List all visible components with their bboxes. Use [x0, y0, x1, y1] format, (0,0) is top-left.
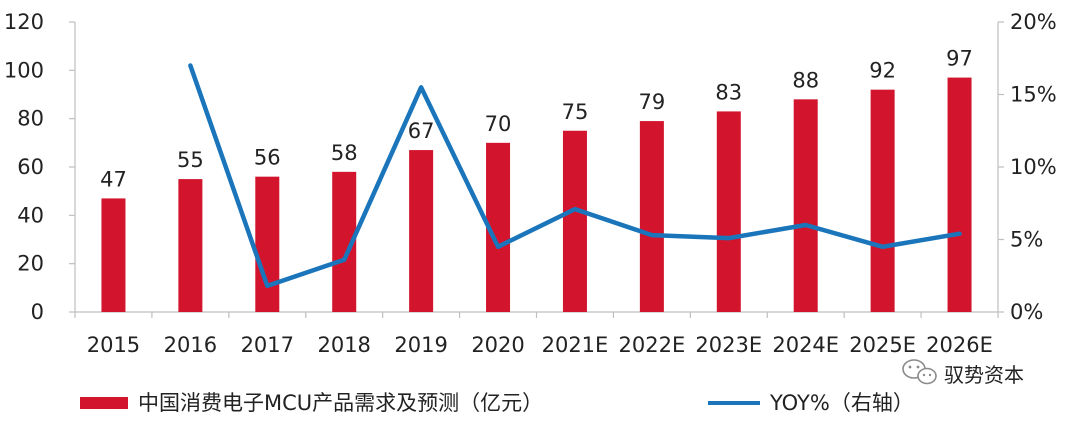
watermark: 驭势资本 [902, 359, 1024, 387]
right-tick-label: 10% [1010, 155, 1057, 179]
legend-line-label: YOY%（右轴） [769, 391, 914, 415]
x-tick-label: 2022E [619, 333, 686, 357]
bar-series [101, 77, 972, 313]
x-tick-label: 2017 [241, 333, 294, 357]
right-tick-label: 20% [1010, 10, 1057, 34]
bar-data-label: 56 [254, 146, 281, 170]
x-tick-label: 2025E [849, 333, 916, 357]
yoy-line [188, 63, 962, 289]
legend: 中国消费电子MCU产品需求及预测（亿元） YOY%（右轴） [80, 391, 914, 415]
bar-data-label: 79 [639, 90, 666, 114]
right-tick-label: 5% [1010, 228, 1043, 252]
left-tick-label: 120 [4, 10, 44, 34]
wechat-icon [902, 359, 937, 385]
left-tick-label: 60 [17, 155, 44, 179]
bar [101, 198, 126, 312]
x-tick-label: 2016 [164, 333, 217, 357]
x-tick-label: 2021E [542, 333, 609, 357]
yoy-line-series [188, 63, 962, 289]
bar-data-label: 70 [485, 112, 512, 136]
bar-data-label: 88 [792, 68, 819, 92]
bar-data-labels: 47 55 56 58 67 70 75 79 83 88 92 97 [100, 47, 973, 192]
x-axis-ticks: 2015 2016 2017 2018 2019 2020 2021E 2022E 2023E 2… [87, 333, 993, 357]
left-axis-ticks: 0 20 40 60 80 100 120 [4, 10, 44, 324]
x-tick-label: 2018 [317, 333, 370, 357]
bar [562, 130, 587, 312]
bar [409, 150, 434, 312]
bar-data-label: 58 [331, 141, 358, 165]
right-axis-ticks: 0% 5% 10% 15% 20% [1010, 10, 1057, 324]
bar-data-label: 75 [562, 100, 589, 124]
bar [178, 179, 203, 312]
x-tick-label: 2026E [926, 333, 993, 357]
bar-data-label: 47 [100, 167, 127, 191]
legend-bar-label: 中国消费电子MCU产品需求及预测（亿元） [138, 391, 543, 415]
legend-bar-swatch [80, 397, 128, 409]
left-tick-label: 100 [4, 58, 44, 82]
bar-data-label: 92 [869, 59, 896, 83]
watermark-text: 驭势资本 [944, 363, 1024, 387]
right-tick-label: 0% [1010, 300, 1043, 324]
bar-data-label: 83 [715, 80, 742, 104]
bar [947, 77, 972, 312]
left-tick-label: 40 [17, 203, 44, 227]
bar [870, 89, 895, 313]
bar [255, 176, 280, 312]
left-tick-label: 0 [31, 300, 44, 324]
bar [793, 99, 818, 312]
bar [639, 121, 664, 312]
bar-data-label: 67 [408, 119, 435, 143]
bar-data-label: 55 [177, 148, 204, 172]
bar [716, 111, 741, 313]
right-tick-label: 15% [1010, 83, 1057, 107]
left-tick-label: 20 [17, 252, 44, 276]
left-tick-label: 80 [17, 107, 44, 131]
x-tick-label: 2020 [471, 333, 524, 357]
x-tick-label: 2015 [87, 333, 140, 357]
x-tick-label: 2024E [772, 333, 839, 357]
bar-data-label: 97 [946, 47, 973, 71]
x-tick-label: 2023E [695, 333, 762, 357]
x-tick-label: 2019 [394, 333, 447, 357]
axes [69, 21, 1004, 318]
